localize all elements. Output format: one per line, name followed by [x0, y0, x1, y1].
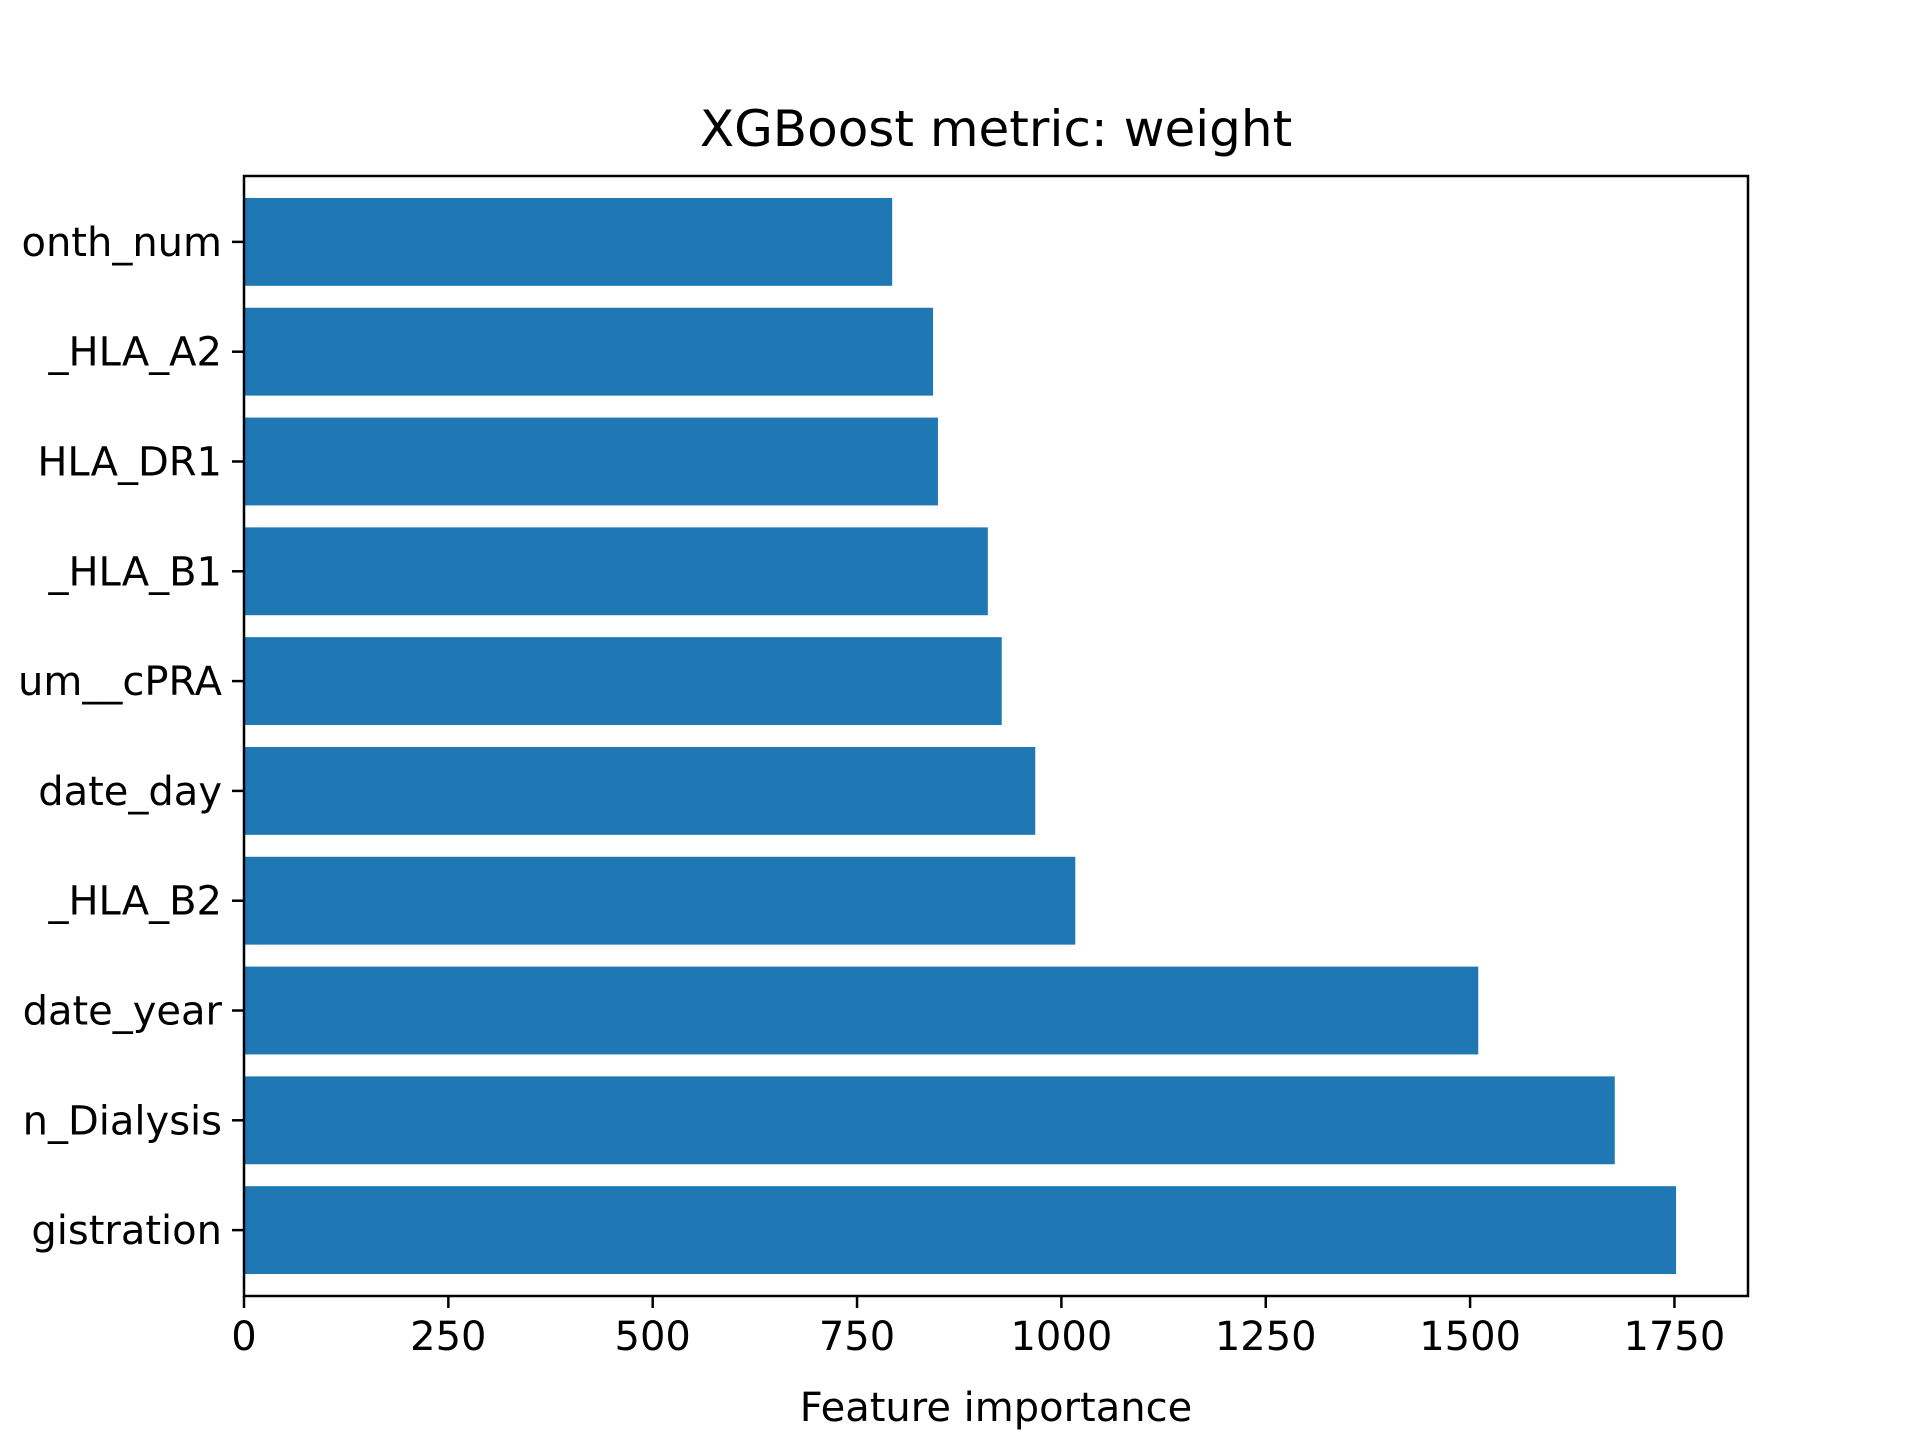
y-tick-label-7: HLA_DR1: [37, 439, 222, 485]
bar-5: [244, 637, 1002, 726]
y-tick-label-0: gistration: [31, 1208, 222, 1254]
chart-title: XGBoost metric: weight: [700, 100, 1292, 158]
y-tick-label-4: date_day: [38, 769, 222, 815]
x-axis-label: Feature importance: [800, 1385, 1192, 1431]
y-tick-label-8: _HLA_A2: [48, 330, 222, 376]
bar-3: [244, 856, 1076, 945]
y-axis: gistration n_Dialysis date_year _HLA_B2 date…: [18, 220, 244, 1254]
x-axis: 0 250 500 750 1000 1250 1500 1750: [231, 1296, 1725, 1360]
bar-2: [244, 966, 1479, 1055]
y-tick-label-5: um__cPRA: [18, 659, 223, 705]
bar-9: [244, 197, 893, 286]
y-tick-label-3: _HLA_B2: [47, 879, 222, 925]
y-tick-label-1: n_Dialysis: [23, 1098, 222, 1144]
x-tick-label-7: 1750: [1624, 1314, 1726, 1360]
bar-4: [244, 746, 1036, 835]
x-tick-label-6: 1500: [1419, 1314, 1521, 1360]
x-tick-label-2: 500: [615, 1314, 691, 1360]
x-tick-label-1: 250: [410, 1314, 486, 1360]
y-tick-label-9: onth_num: [21, 220, 222, 266]
y-tick-label-6: _HLA_B1: [47, 549, 222, 595]
bar-0: [244, 1186, 1677, 1275]
bar-7: [244, 417, 938, 506]
x-tick-label-0: 0: [231, 1314, 256, 1360]
bars-group: [244, 197, 1677, 1275]
bar-8: [244, 307, 934, 396]
x-tick-label-5: 1250: [1215, 1314, 1317, 1360]
bar-1: [244, 1076, 1615, 1165]
bar-6: [244, 527, 988, 616]
y-tick-label-2: date_year: [23, 989, 223, 1035]
x-tick-label-3: 750: [819, 1314, 895, 1360]
plot-frame: [242, 174, 1750, 1298]
x-tick-label-4: 1000: [1010, 1314, 1112, 1360]
